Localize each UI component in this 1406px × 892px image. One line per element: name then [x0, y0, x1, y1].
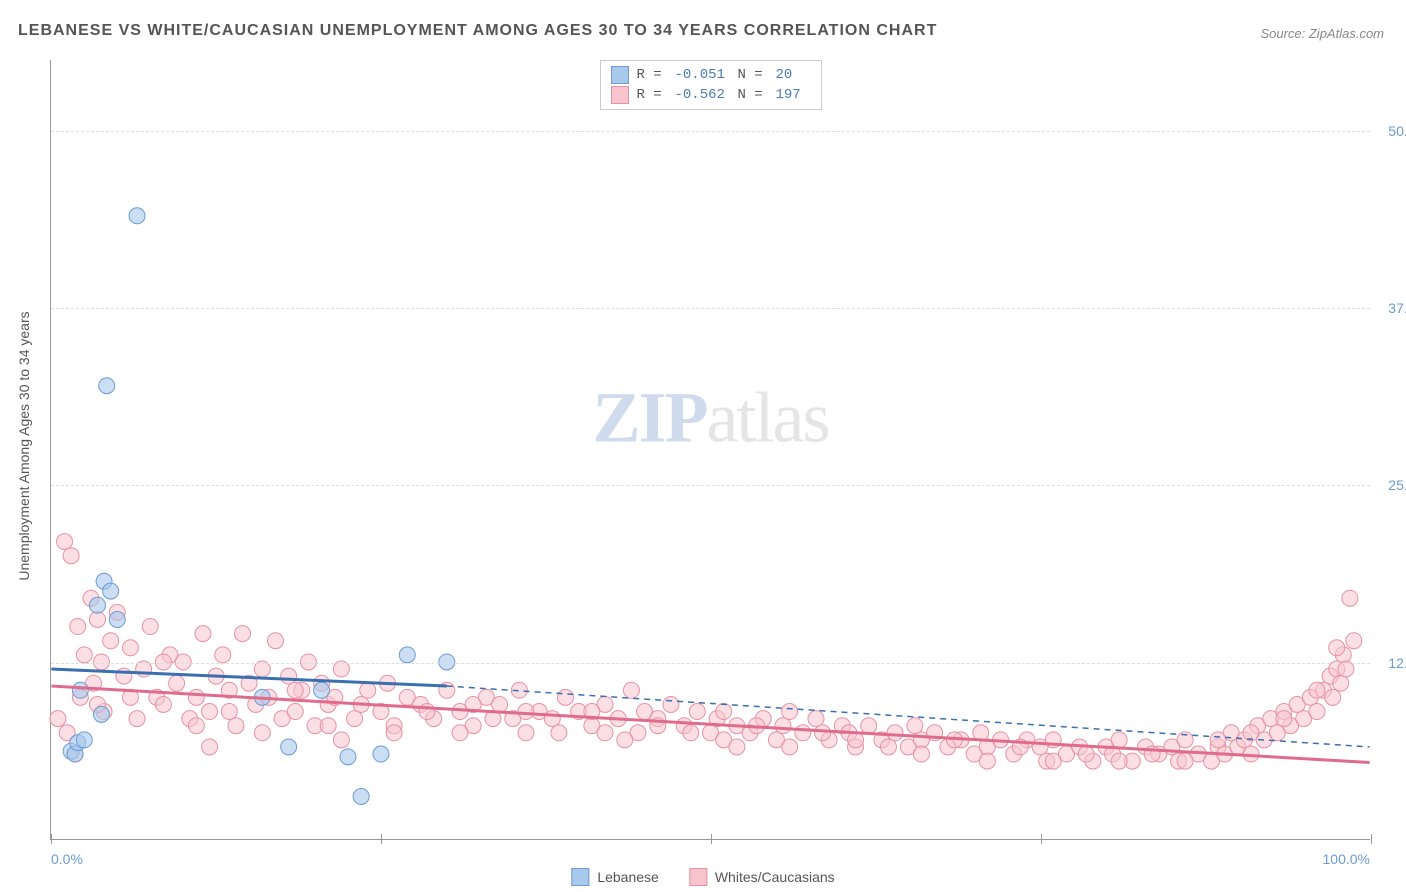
n-value-lebanese: 20	[776, 67, 811, 83]
n-label: N =	[738, 87, 768, 103]
x-tick-mark	[1371, 834, 1372, 844]
swatch-blue-icon	[611, 66, 629, 84]
plot-area: ZIPatlas R = -0.051 N = 20 R = -0.562 N …	[50, 60, 1370, 840]
n-label: N =	[738, 67, 768, 83]
legend-label-lebanese: Lebanese	[597, 869, 659, 885]
grid-line	[51, 485, 1370, 486]
r-label: R =	[637, 87, 667, 103]
grid-line	[51, 663, 1370, 664]
y-tick-label: 12.5%	[1378, 655, 1406, 671]
swatch-pink-icon	[689, 868, 707, 886]
x-tick-mark	[381, 834, 382, 844]
swatch-blue-icon	[571, 868, 589, 886]
chart-container: LEBANESE VS WHITE/CAUCASIAN UNEMPLOYMENT…	[0, 0, 1406, 892]
r-value-whites: -0.562	[675, 87, 730, 103]
bottom-legend: Lebanese Whites/Caucasians	[571, 868, 834, 886]
x-tick-mark	[711, 834, 712, 844]
legend-label-whites: Whites/Caucasians	[715, 869, 835, 885]
chart-title: LEBANESE VS WHITE/CAUCASIAN UNEMPLOYMENT…	[18, 22, 937, 40]
r-label: R =	[637, 67, 667, 83]
grid-line	[51, 308, 1370, 309]
x-tick-mark	[1041, 834, 1042, 844]
x-axis-min-label: 0.0%	[51, 851, 83, 867]
legend-item-lebanese: Lebanese	[571, 868, 659, 886]
r-value-lebanese: -0.051	[675, 67, 730, 83]
x-axis-max-label: 100.0%	[1323, 851, 1370, 867]
y-tick-label: 37.5%	[1378, 300, 1406, 316]
chart-svg	[51, 60, 1370, 839]
y-axis-title: Unemployment Among Ages 30 to 34 years	[16, 311, 32, 580]
stats-row-whites: R = -0.562 N = 197	[611, 85, 811, 105]
legend-item-whites: Whites/Caucasians	[689, 868, 835, 886]
y-tick-label: 50.0%	[1378, 123, 1406, 139]
stats-legend-box: R = -0.051 N = 20 R = -0.562 N = 197	[600, 60, 822, 110]
source-attribution: Source: ZipAtlas.com	[1260, 26, 1384, 41]
n-value-whites: 197	[776, 87, 811, 103]
grid-line	[51, 131, 1370, 132]
stats-row-lebanese: R = -0.051 N = 20	[611, 65, 811, 85]
swatch-pink-icon	[611, 86, 629, 104]
y-tick-label: 25.0%	[1378, 477, 1406, 493]
x-tick-mark	[51, 834, 52, 844]
